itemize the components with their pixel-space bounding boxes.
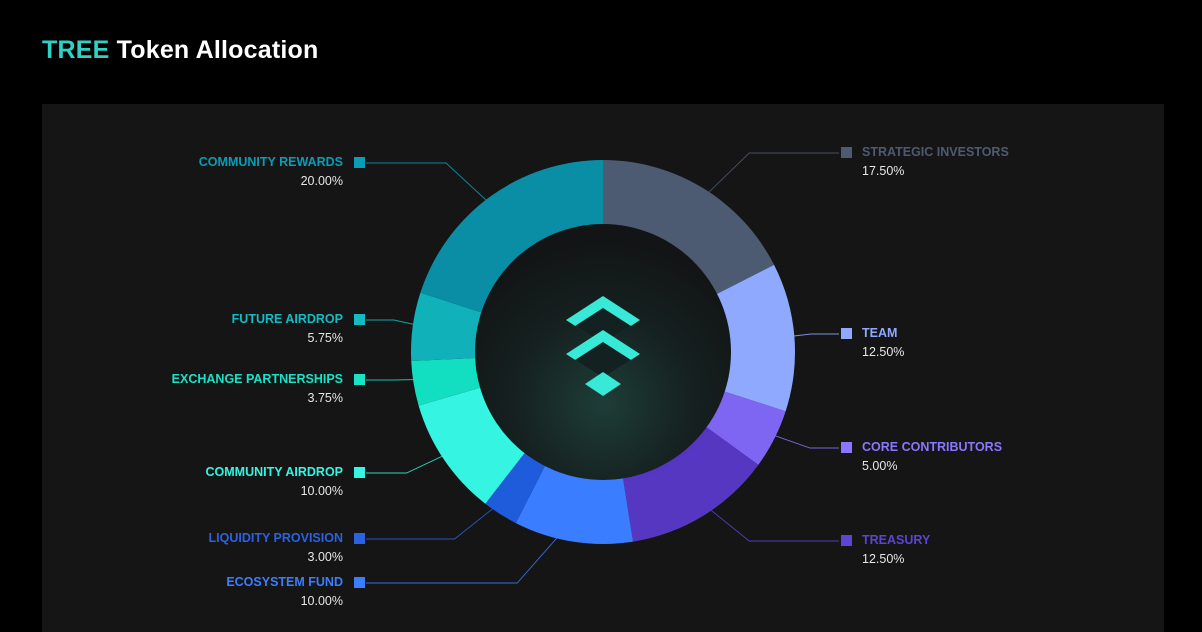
legend-swatch-liquidity-provision	[354, 533, 365, 544]
legend-swatch-community-rewards	[354, 157, 365, 168]
slice-percent-exchange-partnerships: 3.75%	[308, 391, 343, 405]
slice-strategic-investors	[603, 160, 775, 297]
slice-percent-liquidity-provision: 3.00%	[308, 550, 343, 564]
slice-label-exchange-partnerships: EXCHANGE PARTNERSHIPS	[172, 372, 343, 386]
legend-swatch-ecosystem-fund	[354, 577, 365, 588]
slice-percent-community-rewards: 20.00%	[301, 174, 343, 188]
legend-swatch-core-contributors	[841, 442, 852, 453]
slice-percent-community-airdrop: 10.00%	[301, 484, 343, 498]
slice-percent-core-contributors: 5.00%	[862, 459, 897, 473]
slice-label-strategic-investors: STRATEGIC INVESTORS	[862, 145, 1009, 159]
slice-label-core-contributors: CORE CONTRIBUTORS	[862, 440, 1002, 454]
slice-label-treasury: TREASURY	[862, 533, 931, 547]
slice-percent-ecosystem-fund: 10.00%	[301, 594, 343, 608]
slice-label-liquidity-provision: LIQUIDITY PROVISION	[208, 531, 343, 545]
legend-swatch-team	[841, 328, 852, 339]
slice-label-future-airdrop: FUTURE AIRDROP	[232, 312, 343, 326]
slice-community-rewards	[420, 160, 603, 315]
legend-swatch-treasury	[841, 535, 852, 546]
donut-slices	[410, 160, 796, 544]
slice-treasury	[622, 423, 759, 542]
legend-swatch-future-airdrop	[354, 314, 365, 325]
legend-swatch-strategic-investors	[841, 147, 852, 158]
slice-label-community-rewards: COMMUNITY REWARDS	[199, 155, 343, 169]
legend-swatch-community-airdrop	[354, 467, 365, 478]
title-rest: Token Allocation	[116, 36, 319, 64]
slice-labels: STRATEGIC INVESTORS 17.50% TEAM 12.50% CORE …	[172, 145, 1009, 608]
page-title: TREE Token Allocation	[42, 36, 318, 65]
legend-swatch-exchange-partnerships	[354, 374, 365, 385]
slice-label-community-airdrop: COMMUNITY AIRDROP	[206, 465, 344, 479]
title-accent: TREE	[42, 36, 110, 64]
slice-liquidity-provision	[485, 448, 548, 524]
slice-percent-team: 12.50%	[862, 345, 904, 359]
slice-community-airdrop	[418, 386, 529, 504]
slice-percent-future-airdrop: 5.75%	[308, 331, 343, 345]
slice-core-contributors	[701, 389, 786, 465]
slice-exchange-partnerships	[411, 357, 486, 406]
leader-line-strategic-investors	[688, 152, 839, 212]
slice-future-airdrop	[410, 292, 487, 362]
slice-percent-strategic-investors: 17.50%	[862, 164, 904, 178]
slice-label-ecosystem-fund: ECOSYSTEM FUND	[226, 575, 343, 589]
slice-label-team: TEAM	[862, 326, 897, 340]
slice-percent-treasury: 12.50%	[862, 552, 904, 566]
tree-logo-icon	[566, 296, 640, 396]
